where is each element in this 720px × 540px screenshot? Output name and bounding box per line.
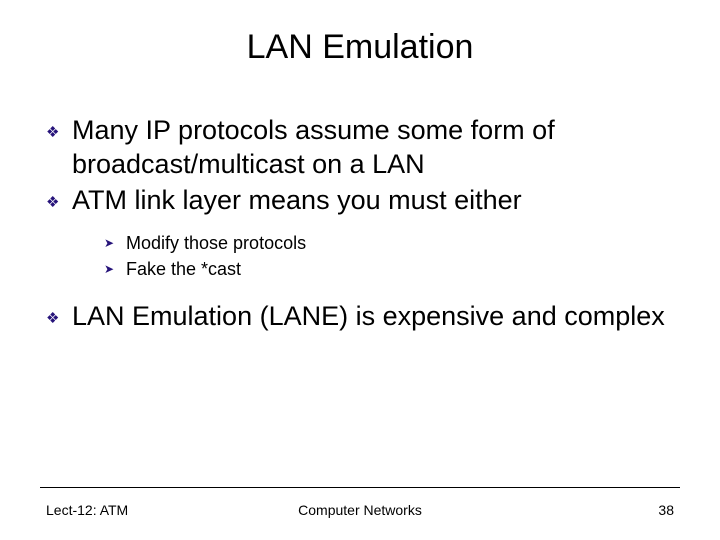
- bullet-text: Many IP protocols assume some form of br…: [72, 113, 680, 181]
- sub-bullet-text: Modify those protocols: [126, 231, 306, 255]
- bullet-item: ❖ ATM link layer means you must either: [46, 183, 680, 221]
- slide: LAN Emulation ❖ Many IP protocols assume…: [0, 0, 720, 540]
- arrow-bullet-icon: ➤: [104, 257, 126, 281]
- footer-right: 38: [467, 502, 674, 518]
- diamond-bullet-icon: ❖: [46, 183, 72, 221]
- sub-bullet-item: ➤ Fake the *cast: [104, 257, 680, 281]
- slide-title: LAN Emulation: [40, 28, 680, 67]
- slide-footer: Lect-12: ATM Computer Networks 38: [0, 502, 720, 518]
- bullet-text: LAN Emulation (LANE) is expensive and co…: [72, 299, 665, 333]
- sub-bullet-list: ➤ Modify those protocols ➤ Fake the *cas…: [104, 231, 680, 281]
- footer-divider: [40, 487, 680, 488]
- footer-left: Lect-12: ATM: [46, 502, 253, 518]
- slide-body: ❖ Many IP protocols assume some form of …: [40, 113, 680, 337]
- diamond-bullet-icon: ❖: [46, 299, 72, 337]
- sub-bullet-text: Fake the *cast: [126, 257, 241, 281]
- sub-bullet-item: ➤ Modify those protocols: [104, 231, 680, 255]
- bullet-item: ❖ Many IP protocols assume some form of …: [46, 113, 680, 181]
- diamond-bullet-icon: ❖: [46, 113, 72, 151]
- arrow-bullet-icon: ➤: [104, 231, 126, 255]
- bullet-text: ATM link layer means you must either: [72, 183, 522, 217]
- footer-center: Computer Networks: [253, 502, 467, 518]
- bullet-item: ❖ LAN Emulation (LANE) is expensive and …: [46, 299, 680, 337]
